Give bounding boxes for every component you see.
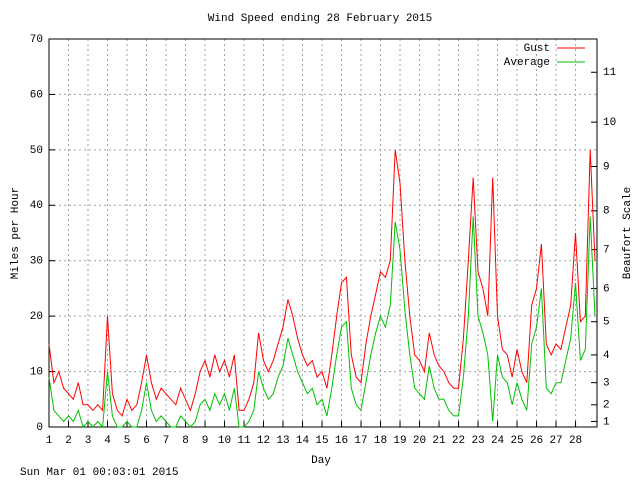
- y2-axis-label: Beaufort Scale: [622, 187, 634, 279]
- x-tick-label: 19: [393, 435, 406, 447]
- x-tick-label: 7: [163, 435, 170, 447]
- y2-tick-label: 6: [603, 283, 610, 295]
- chart-title: Wind Speed ending 28 February 2015: [208, 13, 432, 25]
- x-tick-label: 11: [237, 435, 251, 447]
- x-tick-label: 8: [182, 435, 189, 447]
- legend-label: Average: [504, 57, 550, 69]
- x-tick-label: 20: [413, 435, 426, 447]
- x-tick-label: 17: [354, 435, 367, 447]
- x-axis-label: Day: [311, 455, 331, 467]
- y-tick-label: 60: [30, 89, 43, 101]
- y-tick-label: 40: [30, 200, 43, 212]
- x-tick-label: 15: [315, 435, 328, 447]
- x-tick-label: 9: [202, 435, 209, 447]
- y2-tick-label: 2: [603, 400, 610, 412]
- y-tick-label: 50: [30, 145, 43, 157]
- x-tick-label: 4: [104, 435, 111, 447]
- y2-tick-label: 7: [603, 245, 610, 257]
- x-tick-label: 14: [296, 435, 310, 447]
- x-tick-label: 13: [276, 435, 289, 447]
- x-tick-label: 1: [46, 435, 53, 447]
- x-tick-label: 23: [471, 435, 484, 447]
- x-tick-label: 2: [65, 435, 72, 447]
- x-tick-label: 16: [335, 435, 348, 447]
- x-tick-label: 18: [374, 435, 387, 447]
- y-tick-label: 20: [30, 311, 43, 323]
- y-tick-label: 70: [30, 34, 43, 46]
- y2-tick-label: 5: [603, 317, 610, 329]
- x-tick-label: 21: [432, 435, 446, 447]
- x-tick-label: 24: [491, 435, 505, 447]
- x-tick-label: 12: [257, 435, 270, 447]
- y2-tick-label: 11: [603, 67, 617, 79]
- x-tick-label: 3: [85, 435, 92, 447]
- y2-tick-label: 1: [603, 416, 610, 428]
- y-axis-label: Miles per Hour: [10, 187, 22, 279]
- y-tick-label: 10: [30, 366, 43, 378]
- y-tick-label: 30: [30, 256, 43, 268]
- series-line: [48, 216, 596, 429]
- legend-label: Gust: [524, 43, 550, 55]
- x-tick-label: 26: [530, 435, 543, 447]
- plot-border: [48, 38, 598, 428]
- footer-timestamp: Sun Mar 01 00:03:01 2015: [20, 467, 178, 479]
- x-tick-label: 5: [124, 435, 131, 447]
- series-line: [48, 149, 596, 417]
- y2-tick-label: 8: [603, 206, 610, 218]
- y-tick-label: 0: [36, 422, 43, 434]
- x-tick-label: 6: [143, 435, 150, 447]
- x-tick-label: 10: [218, 435, 231, 447]
- y2-tick-label: 9: [603, 161, 610, 173]
- x-tick-label: 22: [452, 435, 465, 447]
- y2-tick-label: 3: [603, 378, 610, 390]
- y2-tick-label: 10: [603, 117, 616, 129]
- x-tick-label: 28: [569, 435, 582, 447]
- x-tick-label: 25: [510, 435, 523, 447]
- y2-tick-label: 4: [603, 350, 610, 362]
- x-tick-label: 27: [549, 435, 562, 447]
